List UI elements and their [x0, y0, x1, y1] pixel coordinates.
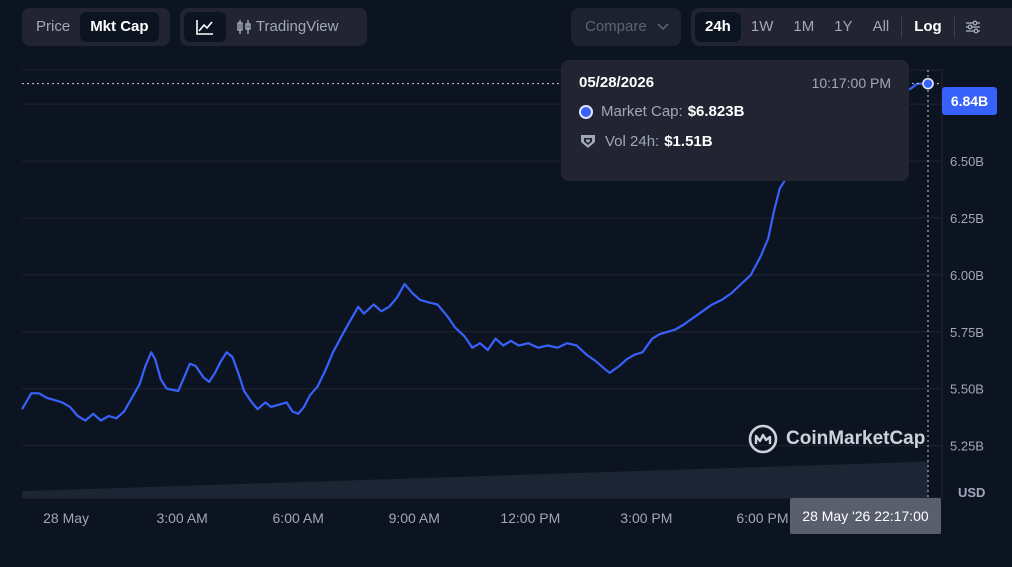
volume-shield-icon — [581, 135, 595, 148]
divider — [901, 16, 903, 38]
range-1w[interactable]: 1W — [750, 18, 774, 35]
tooltip-mktcap-value: $6.823B — [687, 103, 745, 120]
market-cap-dot-icon — [579, 104, 593, 119]
log-button[interactable]: Log — [914, 18, 942, 35]
tooltip-vol-label: Vol 24h: — [605, 132, 660, 150]
x-axis: 28 May 3:00 AM 6:00 AM 9:00 AM 12:00 PM 3:00 … — [22, 497, 942, 526]
y-tick-label: 5.75B — [950, 325, 984, 340]
tooltip-date: 05/28/2026 — [579, 74, 655, 91]
x-tick-label: 6:00 AM — [273, 510, 324, 526]
settings-button[interactable] — [957, 12, 989, 42]
chevron-down-icon — [657, 23, 669, 31]
x-tick-label: 3:00 PM — [620, 510, 672, 526]
x-tick-label: 9:00 AM — [389, 510, 440, 526]
price-button[interactable]: Price — [36, 18, 71, 35]
tooltip-mktcap-label: Market Cap: — [601, 103, 683, 120]
price-mktcap-toggle: Price Mkt Cap — [22, 8, 170, 46]
tradingview-label: TradingView — [255, 18, 339, 35]
volume-area — [22, 461, 928, 498]
series-line — [21, 82, 928, 422]
mktcap-button[interactable]: Mkt Cap — [80, 12, 159, 42]
coinmarketcap-watermark: CoinMarketCap — [748, 424, 925, 454]
sliders-icon — [965, 20, 980, 34]
range-1m[interactable]: 1M — [793, 18, 815, 35]
coinmarketcap-logo-icon — [748, 424, 778, 454]
range-1y[interactable]: 1Y — [834, 18, 853, 35]
y-unit-label: USD — [958, 485, 985, 500]
volume-area-shape — [22, 461, 928, 498]
market-cap-line — [21, 82, 928, 422]
y-tick-label: 6.00B — [950, 268, 984, 283]
divider — [953, 16, 955, 38]
line-chart-icon — [196, 20, 213, 35]
x-tick-label: 6:00 PM — [736, 510, 788, 526]
candlestick-icon — [237, 20, 251, 35]
compare-dropdown[interactable]: Compare — [571, 8, 681, 46]
x-tick-label: 28 May — [43, 510, 89, 526]
range-selector: 24h 1W 1M 1Y All Log — [691, 8, 1012, 46]
hover-tooltip: 05/28/2026 10:17:00 PM Market Cap: $6.82… — [561, 60, 909, 181]
tradingview-button[interactable]: TradingView — [226, 12, 348, 42]
crosshair-point — [922, 77, 934, 90]
tooltip-time: 10:17:00 PM — [811, 74, 891, 91]
y-tick-label: 5.50B — [950, 382, 984, 397]
tooltip-vol-value: $1.51B — [664, 132, 713, 150]
x-tick-label: 3:00 AM — [156, 510, 207, 526]
current-value-tag: 6.84B — [942, 87, 997, 115]
watermark-text: CoinMarketCap — [786, 428, 926, 449]
chart-type-toggle: TradingView — [180, 8, 367, 46]
grid-lines — [22, 69, 943, 498]
y-tick-label: 6.25B — [950, 211, 984, 226]
compare-label: Compare — [585, 18, 647, 35]
crosshair-time-tag: 28 May '26 22:17:00 — [790, 498, 941, 534]
y-tick-label: 6.50B — [950, 154, 984, 169]
range-24h[interactable]: 24h — [695, 12, 741, 42]
line-chart-button[interactable] — [184, 12, 226, 42]
x-tick-label: 12:00 PM — [500, 510, 560, 526]
range-all[interactable]: All — [872, 18, 890, 35]
y-tick-label: 5.25B — [950, 439, 984, 454]
